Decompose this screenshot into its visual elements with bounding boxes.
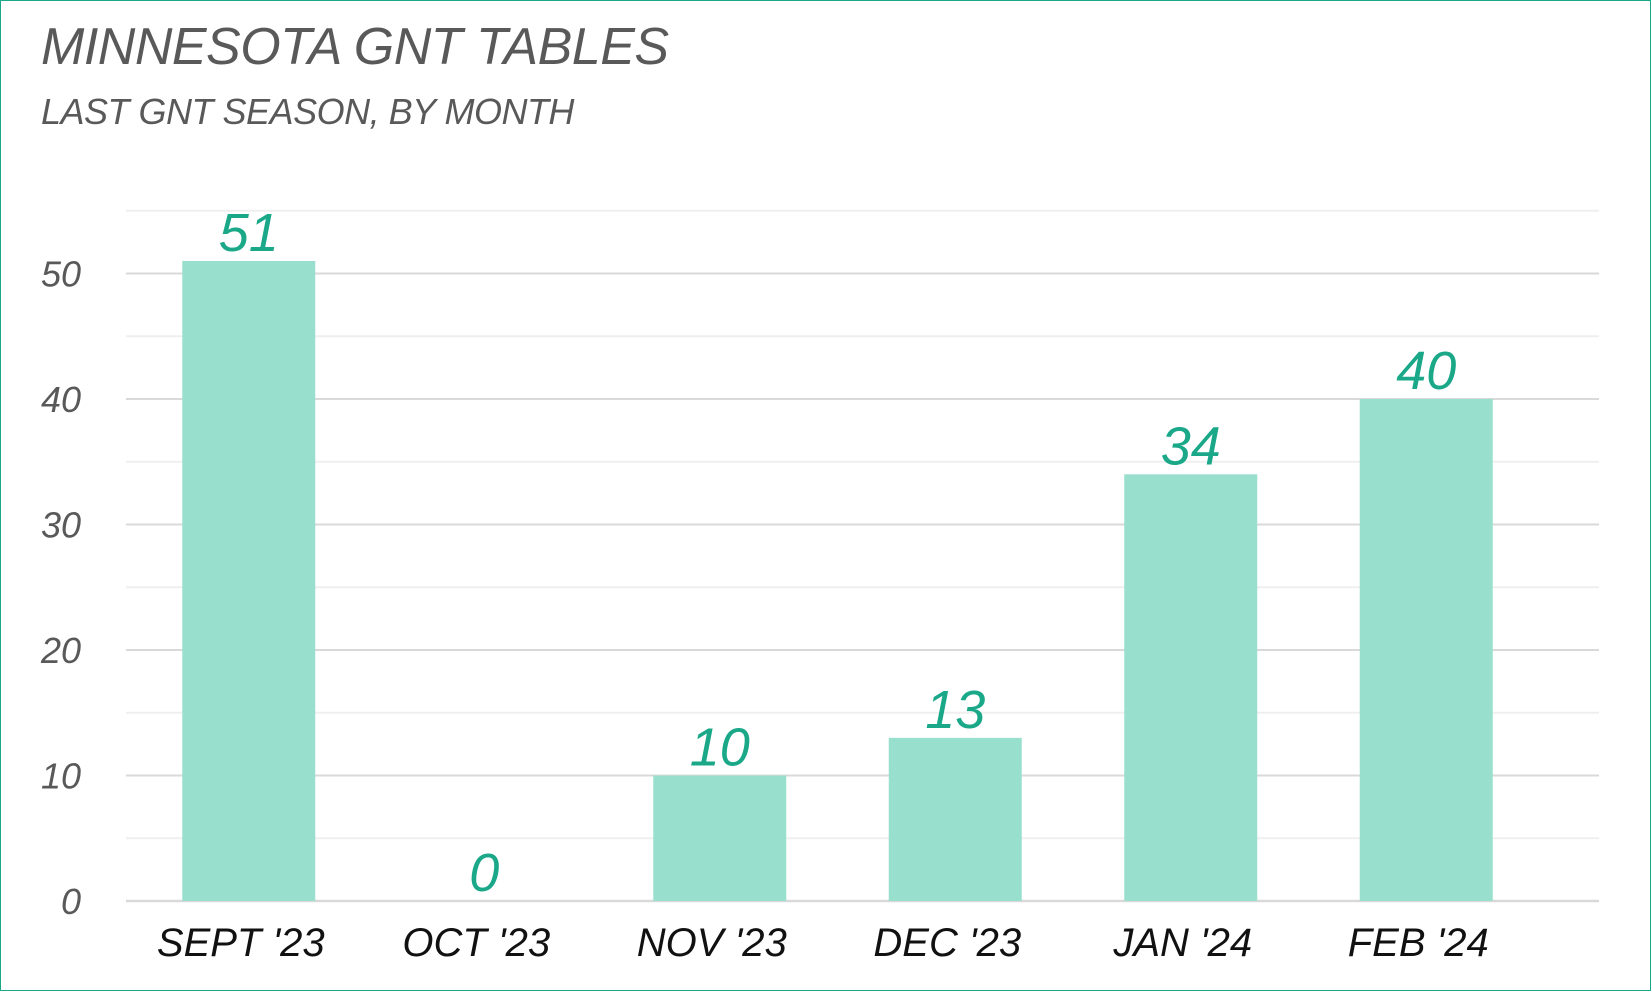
data-label: 0	[469, 843, 499, 903]
x-tick-label: JAN '24	[1112, 921, 1252, 965]
y-tick-label: 50	[41, 254, 81, 295]
bar	[1359, 399, 1493, 901]
data-label: 10	[690, 718, 750, 778]
bar	[653, 775, 787, 901]
chart-subtitle: LAST GNT SEASON, BY MONTH	[41, 91, 574, 132]
bar	[182, 260, 316, 901]
data-label: 13	[925, 680, 985, 740]
data-label: 51	[219, 203, 279, 263]
y-tick-label: 10	[41, 756, 81, 797]
bar	[1124, 474, 1258, 901]
y-tick-label: 40	[41, 379, 81, 420]
data-label: 34	[1161, 416, 1221, 476]
x-tick-label: DEC '23	[873, 921, 1021, 965]
x-tick-label: SEPT '23	[157, 921, 325, 965]
data-label: 40	[1396, 341, 1456, 401]
x-tick-label: OCT '23	[402, 921, 550, 965]
y-tick-label: 20	[40, 630, 81, 671]
x-tick-label: NOV '23	[637, 921, 787, 965]
chart-title: MINNESOTA GNT TABLES	[41, 18, 669, 76]
y-tick-label: 30	[41, 505, 81, 546]
y-tick-label: 0	[61, 881, 81, 922]
x-tick-label: FEB '24	[1348, 921, 1489, 965]
bar	[888, 737, 1022, 901]
